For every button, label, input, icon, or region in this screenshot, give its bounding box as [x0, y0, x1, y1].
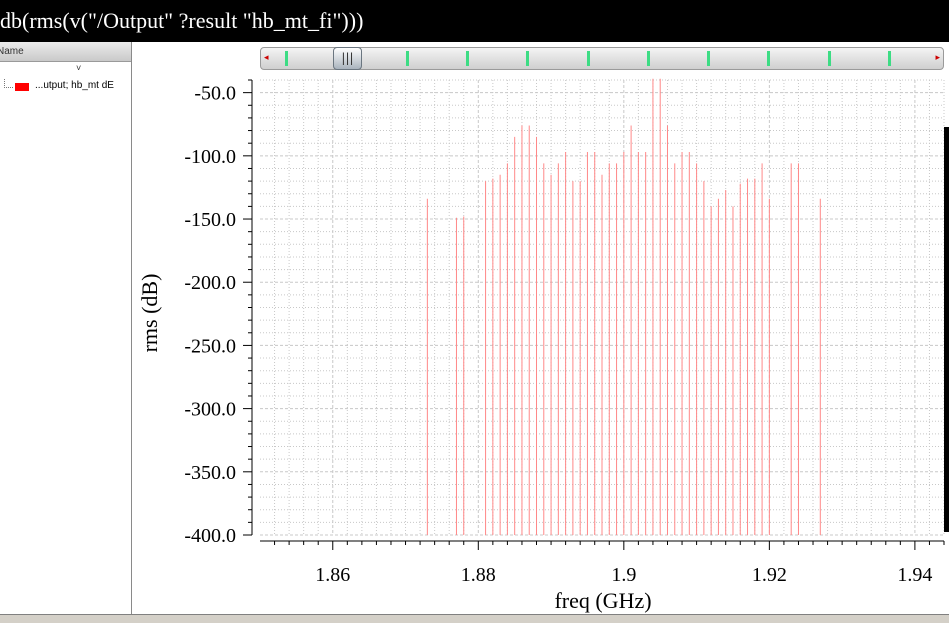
scroll-marker [767, 51, 771, 66]
axes [243, 79, 945, 550]
y-tick-label: -50.0 [194, 83, 236, 105]
tree-connector [4, 79, 13, 88]
status-strip [0, 614, 949, 623]
legend-header-label: Name [0, 46, 24, 57]
legend-panel: Name ˅ ...utput; hb_mt dE [0, 42, 132, 614]
chart-title: db(rms(v("/Output" ?result "hb_mt_fi"))) [0, 8, 364, 33]
x-tick-label: 1.88 [461, 564, 496, 586]
scroll-marker [465, 51, 469, 66]
x-tick-label: 1.92 [752, 564, 787, 586]
y-tick-label: -300.0 [184, 399, 236, 421]
x-tick-label: 1.94 [897, 564, 932, 586]
legend-column-header[interactable]: Name [0, 42, 131, 62]
y-tick-label: -200.0 [184, 272, 236, 294]
scroll-marker [707, 51, 711, 66]
scroll-marker [827, 51, 831, 66]
y-axis-label: rms (dB) [137, 274, 162, 353]
trace-color-swatch[interactable] [15, 83, 29, 91]
scroll-right-icon[interactable]: ▸ [935, 52, 940, 62]
scroll-marker [285, 51, 288, 66]
scroll-marker [888, 51, 891, 66]
x-tick-label: 1.9 [611, 564, 636, 586]
x-scrollbar[interactable]: ◂ ▸ ||| [260, 47, 944, 70]
scroll-marker [646, 51, 650, 66]
window-edge [944, 127, 949, 532]
y-tick-label: -100.0 [184, 146, 236, 168]
tick-labels: -50.0 -100.0 -150.0 -200.0 -250.0 -300.0 -350.… [184, 83, 932, 586]
scroll-thumb[interactable]: ||| [333, 47, 362, 70]
spectrum-lines [426, 78, 821, 535]
scroll-marker [586, 51, 590, 66]
y-tick-label: -350.0 [184, 462, 236, 484]
sort-indicator-icon: ˅ [76, 63, 82, 73]
scroll-marker [405, 51, 409, 66]
trace-legend-label[interactable]: ...utput; hb_mt dE [35, 80, 114, 91]
chart-title-bar: db(rms(v("/Output" ?result "hb_mt_fi"))) [0, 0, 949, 42]
y-tick-label: -250.0 [184, 335, 236, 357]
y-tick-label: -150.0 [184, 209, 236, 231]
x-tick-label: 1.86 [315, 564, 350, 586]
scroll-marker [526, 51, 530, 66]
scroll-left-icon[interactable]: ◂ [264, 52, 269, 62]
x-axis-label: freq (GHz) [554, 588, 651, 613]
y-tick-label: -400.0 [184, 525, 236, 547]
